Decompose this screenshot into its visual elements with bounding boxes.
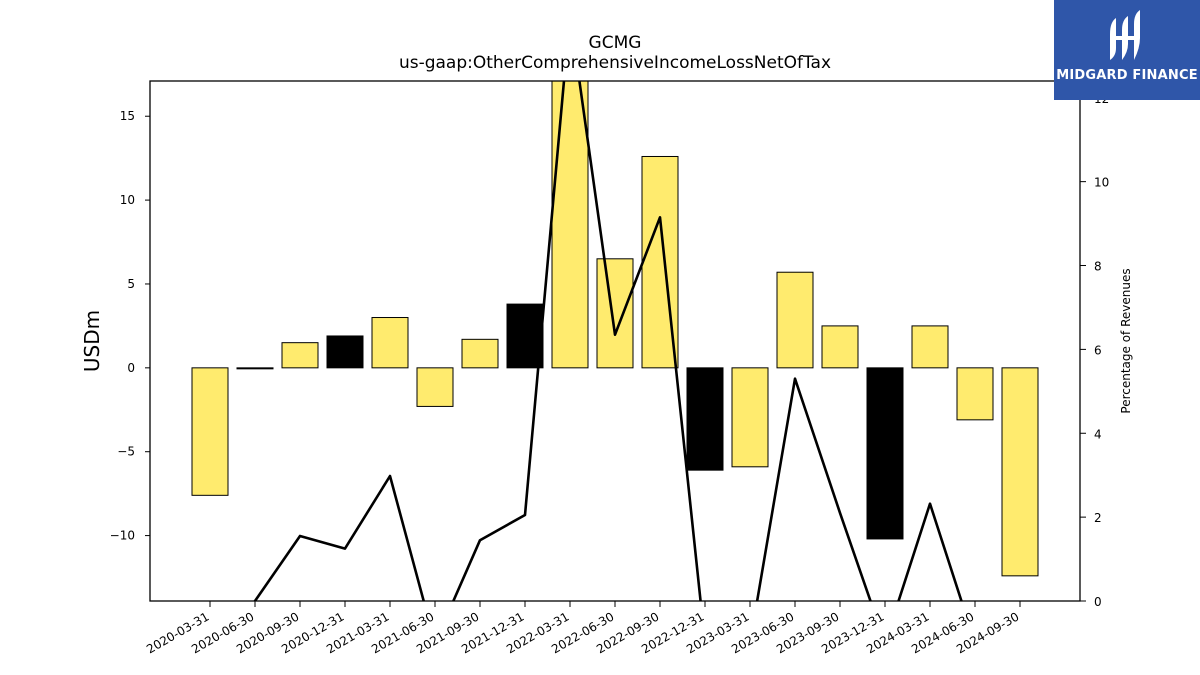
- y2-tick-label: 2: [1094, 511, 1102, 525]
- y2-tick-label: 0: [1094, 595, 1102, 609]
- percentage-line: [253, 81, 963, 601]
- bar-2023-09-30: [821, 325, 859, 369]
- chart-title: GCMG: [589, 33, 642, 53]
- y-axis-ticks: −10 −5 0 5 10 15: [110, 109, 150, 543]
- bar-2023-06-30: [776, 271, 814, 369]
- y2-tick-label: 8: [1094, 260, 1102, 274]
- y2-axis-label: Percentage of Revenues: [1119, 268, 1133, 413]
- bar-2020-06-30: [236, 367, 274, 370]
- y-tick-label: 10: [120, 193, 135, 207]
- midgard-logo-icon: [1110, 10, 1140, 60]
- y2-axis-ticks: 024681012: [1080, 92, 1109, 609]
- x-axis-ticks: 2020-03-312020-06-302020-09-302020-12-31…: [144, 601, 1022, 656]
- chart-subtitle: us-gaap:OtherComprehensiveIncomeLossNetO…: [399, 53, 831, 73]
- y2-tick-label: 4: [1094, 427, 1102, 441]
- plot-frame: [149, 80, 1081, 602]
- bar-2021-03-31: [371, 317, 409, 369]
- y-tick-label: −10: [110, 529, 135, 543]
- bar-2020-09-30: [281, 342, 319, 369]
- y-tick-label: 0: [127, 361, 135, 375]
- bar-2020-12-31: [326, 335, 364, 369]
- bar-2021-12-31: [506, 303, 544, 369]
- y-tick-label: −5: [117, 445, 135, 459]
- bar-2024-06-30: [956, 367, 994, 421]
- y-tick-label: 5: [127, 277, 135, 291]
- bar-series: [191, 81, 1039, 577]
- y2-tick-label: 6: [1094, 343, 1102, 357]
- bar-2022-12-31: [686, 367, 724, 471]
- bar-2022-03-31: [551, 81, 589, 369]
- y-tick-label: 15: [120, 109, 135, 123]
- bar-2020-03-31: [191, 367, 229, 496]
- bar-2021-06-30: [416, 367, 454, 407]
- bar-2023-03-31: [731, 367, 769, 468]
- bar-2024-09-30: [1001, 367, 1039, 577]
- percentage-line-series: [253, 81, 963, 601]
- bar-2022-06-30: [596, 258, 634, 369]
- y2-tick-label: 10: [1094, 176, 1109, 190]
- brand-name: MIDGARD FINANCE: [1056, 68, 1198, 83]
- bar-2021-09-30: [461, 338, 499, 369]
- bar-2023-12-31: [866, 367, 904, 540]
- brand-logo: MIDGARD FINANCE: [1054, 0, 1200, 100]
- y-axis-label: USDm: [80, 310, 104, 372]
- bar-2024-03-31: [911, 325, 949, 369]
